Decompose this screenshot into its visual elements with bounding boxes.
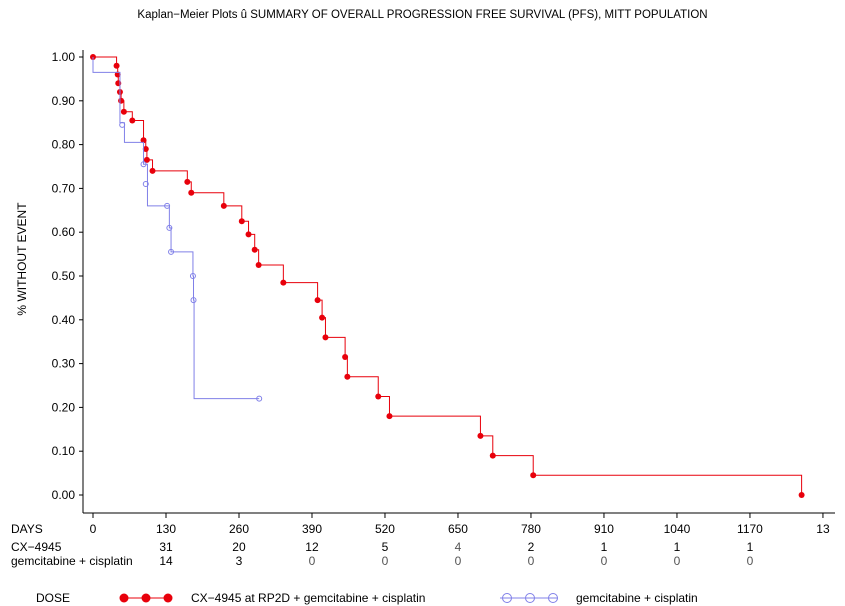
at-risk-count: 0 xyxy=(674,554,681,568)
data-point xyxy=(220,202,227,209)
at-risk-row-label: gemcitabine + cisplatin xyxy=(11,554,133,568)
at-risk-count: 0 xyxy=(309,554,316,568)
data-point xyxy=(142,145,149,152)
data-point xyxy=(375,393,382,400)
at-risk-count: 0 xyxy=(528,554,535,568)
data-point xyxy=(344,373,351,380)
at-risk-count: 1 xyxy=(601,540,608,554)
x-tick-label: 520 xyxy=(375,522,395,536)
x-tick-label: 1040 xyxy=(664,522,691,536)
at-risk-count: 0 xyxy=(455,554,462,568)
data-point xyxy=(245,231,252,238)
legend-title: DOSE xyxy=(36,591,70,605)
data-point xyxy=(314,297,321,304)
data-point xyxy=(113,62,120,69)
data-point xyxy=(189,273,196,279)
legend-label-cx4945: CX−4945 at RP2D + gemcitabine + cisplati… xyxy=(191,591,425,605)
y-tick-label: 0.30 xyxy=(52,357,76,371)
chart-title: Kaplan−Meier Plots û SUMMARY OF OVERALL … xyxy=(137,9,708,21)
at-risk-count: 0 xyxy=(747,554,754,568)
y-tick-label: 0.90 xyxy=(52,94,76,108)
x-tick-label: 0 xyxy=(90,522,97,536)
data-point xyxy=(168,248,175,255)
legend-marker xyxy=(502,593,512,603)
data-point xyxy=(319,314,326,321)
x-tick-label: 1170 xyxy=(737,522,763,536)
x-axis-label: DAYS xyxy=(11,522,43,536)
x-tick-label: 910 xyxy=(594,522,614,536)
at-risk-count: 3 xyxy=(236,554,243,568)
data-point xyxy=(477,432,484,439)
data-point xyxy=(190,297,197,304)
x-tick-label: 130 xyxy=(156,522,176,536)
legend-marker xyxy=(119,593,129,603)
series-line-cx4945 xyxy=(93,56,803,495)
legend-marker xyxy=(548,593,558,603)
legend-marker xyxy=(163,593,173,603)
data-point xyxy=(164,202,171,209)
at-risk-count: 20 xyxy=(232,540,246,554)
x-tick-label: 650 xyxy=(448,522,468,536)
data-point xyxy=(530,472,537,479)
data-point xyxy=(142,181,149,188)
at-risk-count: 31 xyxy=(159,540,173,554)
data-point xyxy=(322,334,329,341)
data-point xyxy=(114,71,121,78)
legend-label-control: gemcitabine + cisplatin xyxy=(576,591,698,605)
data-point xyxy=(120,108,127,115)
data-point xyxy=(255,262,262,269)
y-tick-label: 0.70 xyxy=(52,181,76,195)
at-risk-count: 1 xyxy=(674,540,681,554)
y-tick-label: 0.00 xyxy=(52,488,76,502)
data-point xyxy=(118,97,125,104)
data-point xyxy=(119,121,126,128)
data-point xyxy=(143,156,150,163)
y-tick-label: 0.60 xyxy=(52,225,76,239)
at-risk-count: 12 xyxy=(305,540,319,554)
data-point xyxy=(129,117,136,124)
at-risk-count: 0 xyxy=(601,554,608,568)
data-point xyxy=(188,189,195,196)
data-point xyxy=(256,395,263,402)
data-point xyxy=(386,413,393,420)
at-risk-count: 1 xyxy=(747,540,754,554)
x-tick-label: 260 xyxy=(229,522,249,536)
data-point xyxy=(798,492,805,498)
x-tick-label: 390 xyxy=(302,522,322,536)
at-risk-count: 4 xyxy=(455,540,462,554)
y-tick-label: 0.40 xyxy=(52,313,76,327)
data-point xyxy=(184,178,191,185)
at-risk-count: 14 xyxy=(159,554,173,568)
data-point xyxy=(140,161,147,168)
data-point xyxy=(280,279,287,286)
y-tick-label: 0.80 xyxy=(52,138,76,152)
legend-marker xyxy=(141,593,151,603)
x-tick-label: 13 xyxy=(816,522,830,536)
at-risk-count: 5 xyxy=(382,540,389,554)
at-risk-row-label: CX−4945 xyxy=(11,540,62,554)
series-line-control xyxy=(92,57,260,400)
x-tick-label: 780 xyxy=(521,522,541,536)
data-point xyxy=(251,246,258,253)
data-point xyxy=(489,452,496,459)
y-tick-label: 0.50 xyxy=(52,269,76,283)
y-tick-label: 1.00 xyxy=(52,50,76,64)
at-risk-count: 0 xyxy=(382,554,389,568)
y-tick-label: 0.20 xyxy=(52,400,76,414)
at-risk-count: 2 xyxy=(528,540,535,554)
data-point xyxy=(342,354,349,361)
y-tick-label: 0.10 xyxy=(52,444,76,458)
data-point xyxy=(140,137,147,144)
legend-marker xyxy=(525,593,535,603)
data-point xyxy=(238,218,245,225)
data-point xyxy=(166,224,173,231)
data-point xyxy=(149,167,156,174)
